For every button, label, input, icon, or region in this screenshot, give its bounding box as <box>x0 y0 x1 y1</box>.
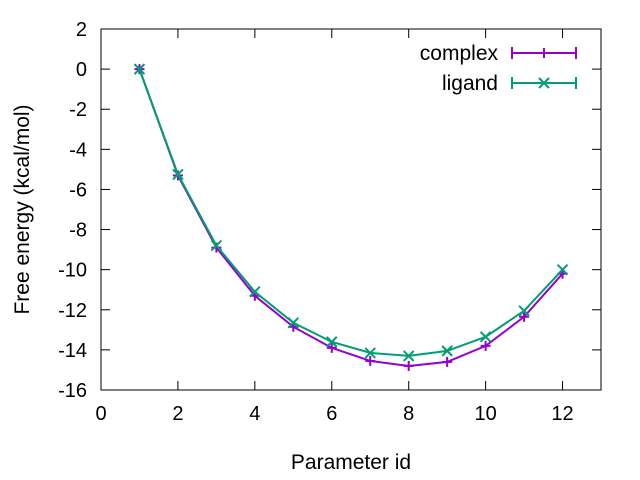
data-point <box>556 263 569 276</box>
marker-cross-b <box>402 350 415 362</box>
x-tick-label: 2 <box>172 403 183 425</box>
y-tick-label: 2 <box>76 19 87 41</box>
x-tick-label: 0 <box>95 403 106 425</box>
legend: complex ligand <box>420 42 577 95</box>
marker-cross-b <box>538 77 550 89</box>
data-point <box>326 336 338 348</box>
data-point <box>479 331 492 343</box>
marker-cross-b <box>133 63 146 75</box>
plot-frame <box>100 28 602 391</box>
data-point <box>403 360 414 371</box>
x-tick-label: 4 <box>249 403 260 425</box>
marker-cross-b <box>518 305 530 317</box>
x-tick-label: 6 <box>326 403 337 425</box>
y-tick-label: -10 <box>58 260 87 282</box>
data-point <box>133 63 146 75</box>
y-tick-labels: 2 0 -2 -4 -6 -8 -10 -12 -14 -16 <box>58 19 87 402</box>
series-line-ligand <box>138 68 564 357</box>
data-point <box>249 286 261 298</box>
x-tick-labels: 0 2 4 6 8 10 12 <box>95 403 573 425</box>
data-point <box>480 340 491 351</box>
y-tick-label: -14 <box>58 340 87 362</box>
marker-cross-b <box>556 263 569 276</box>
series-group <box>133 63 569 371</box>
legend-label: ligand <box>442 72 498 95</box>
marker-cross-b <box>441 345 453 357</box>
marker-cross-b <box>210 239 223 252</box>
data-point <box>326 342 337 353</box>
y-tick-label: -12 <box>58 300 87 322</box>
x-tick-label: 10 <box>474 403 496 425</box>
y-tick-label: -2 <box>69 99 87 121</box>
data-point <box>365 355 376 366</box>
marker-cross-b <box>364 347 376 359</box>
series-ligand <box>133 63 569 362</box>
data-point <box>287 317 300 329</box>
series-line-complex <box>138 68 564 367</box>
marker-cross-b <box>172 168 184 181</box>
x-tick-label: 8 <box>403 403 414 425</box>
marker-cross-b <box>326 336 338 348</box>
marker-cross-b <box>479 331 492 343</box>
data-point <box>442 356 453 367</box>
y-tick-label: -16 <box>58 380 87 402</box>
data-point <box>210 239 223 252</box>
marker-cross-b <box>287 317 300 329</box>
data-point <box>402 350 415 362</box>
axis-ticks <box>100 28 601 391</box>
data-point <box>441 345 453 357</box>
data-point <box>519 311 530 322</box>
y-tick-label: -4 <box>69 139 87 161</box>
marker-cross-b <box>249 286 261 298</box>
legend-label: complex <box>420 42 499 65</box>
data-point <box>364 347 376 359</box>
y-tick-label: 0 <box>76 59 87 81</box>
y-axis-label: Free energy (kcal/mol) <box>11 104 34 314</box>
data-point <box>518 305 530 317</box>
y-tick-label: -8 <box>69 220 87 242</box>
x-tick-label: 12 <box>551 403 573 425</box>
x-axis-label: Parameter id <box>291 451 411 474</box>
y-tick-label: -6 <box>69 179 87 201</box>
data-point <box>172 168 184 181</box>
